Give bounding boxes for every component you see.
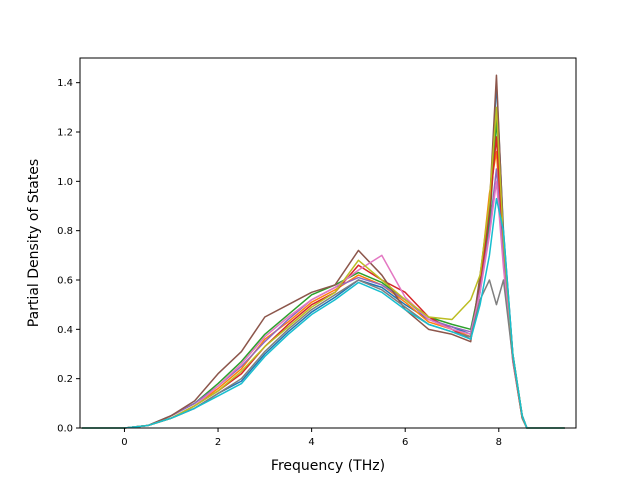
series-line-1 (81, 81, 566, 429)
y-tick-label: 1.2 (57, 128, 73, 139)
y-axis-label: Partial Density of States (26, 159, 42, 327)
series-line-10 (81, 197, 566, 429)
y-tick-label: 0.8 (57, 226, 73, 237)
x-tick-label: 4 (308, 437, 314, 448)
series-line-8 (81, 279, 566, 429)
y-tick-label: 1.4 (57, 78, 73, 89)
y-tick-label: 0.4 (57, 325, 73, 336)
y-tick-label: 0.2 (57, 374, 73, 385)
series-lines (81, 74, 566, 429)
plot-frame (79, 57, 577, 429)
x-tick-label: 8 (496, 437, 502, 448)
y-axis-ticks: 0.0 0.2 0.4 0.6 0.8 1.0 1.2 1.4 (57, 78, 80, 435)
x-tick-label: 6 (402, 437, 408, 448)
y-tick-label: 0.0 (57, 424, 73, 435)
y-tick-label: 0.6 (57, 276, 73, 287)
x-tick-label: 0 (121, 437, 127, 448)
series-line-4 (81, 136, 566, 429)
x-axis-label: Frequency (THz) (271, 458, 385, 474)
series-line-6 (81, 74, 566, 429)
x-axis-ticks: 0 2 4 6 8 (121, 428, 502, 448)
y-tick-label: 1.0 (57, 177, 73, 188)
x-tick-label: 2 (215, 437, 221, 448)
